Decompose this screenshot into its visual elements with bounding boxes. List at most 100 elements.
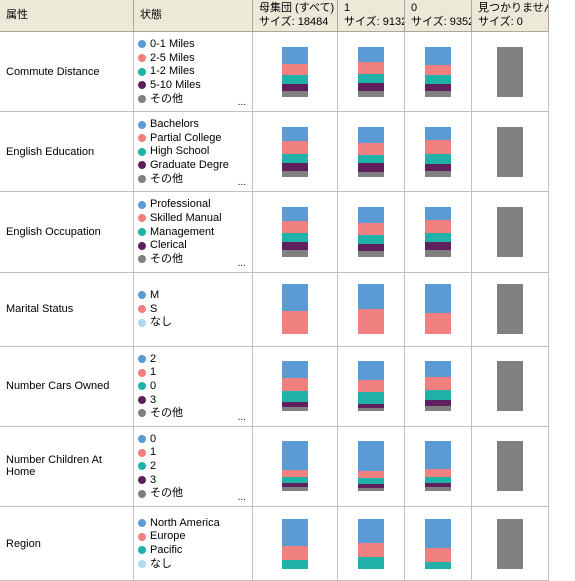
bar-segment xyxy=(358,519,384,543)
missing-cell[interactable] xyxy=(472,112,549,192)
ellipsis-icon[interactable]: ... xyxy=(238,258,246,269)
bar-segment xyxy=(282,519,308,546)
legend-dot xyxy=(138,355,146,363)
bar-segment xyxy=(282,407,308,411)
legend-label: Bachelors xyxy=(150,118,199,131)
chart-cell[interactable] xyxy=(338,112,405,192)
stacked-bar xyxy=(358,519,384,569)
legend-label: 2 xyxy=(150,460,156,473)
attribute-cell[interactable]: English Education xyxy=(0,112,134,192)
legend-item: Clerical xyxy=(138,239,248,252)
header-attribute[interactable]: 属性 xyxy=(0,0,134,32)
legend-cell[interactable]: 0123その他... xyxy=(134,427,253,507)
legend-label: Europe xyxy=(150,530,185,543)
legend-item: その他 xyxy=(138,253,248,266)
missing-bar xyxy=(497,361,523,411)
legend-cell[interactable]: 0-1 Miles2-5 Miles1-2 Miles5-10 Milesその他… xyxy=(134,32,253,112)
bar-segment xyxy=(425,250,451,257)
header-state[interactable]: 状態 xyxy=(134,0,253,32)
legend-label: その他 xyxy=(150,407,183,420)
missing-cell[interactable] xyxy=(472,32,549,112)
bar-segment xyxy=(425,441,451,469)
ellipsis-icon[interactable]: ... xyxy=(238,492,246,503)
chart-cell[interactable] xyxy=(338,427,405,507)
missing-cell[interactable] xyxy=(472,192,549,272)
bar-segment xyxy=(358,62,384,74)
legend-cell[interactable]: MSなし xyxy=(134,273,253,347)
chart-cell[interactable] xyxy=(405,273,472,347)
stacked-bar xyxy=(358,127,384,177)
header-group1[interactable]: 1サイズ: 9132 xyxy=(338,0,405,32)
chart-cell[interactable] xyxy=(405,32,472,112)
chart-cell[interactable] xyxy=(253,32,338,112)
chart-cell[interactable] xyxy=(338,273,405,347)
attribute-cell[interactable]: English Occupation xyxy=(0,192,134,272)
missing-cell[interactable] xyxy=(472,427,549,507)
bar-segment xyxy=(358,543,384,557)
bar-segment xyxy=(282,560,308,569)
chart-cell[interactable] xyxy=(253,273,338,347)
legend-label: なし xyxy=(150,558,172,571)
legend-label: S xyxy=(150,303,157,316)
legend-cell[interactable]: North AmericaEuropePacificなし xyxy=(134,507,253,581)
ellipsis-icon[interactable]: ... xyxy=(238,412,246,423)
bar-segment xyxy=(425,377,451,390)
legend-item: 5-10 Miles xyxy=(138,79,248,92)
legend-label: Skilled Manual xyxy=(150,212,222,225)
bar-segment xyxy=(425,469,451,477)
missing-bar xyxy=(497,127,523,177)
stacked-bar xyxy=(425,47,451,97)
missing-cell[interactable] xyxy=(472,273,549,347)
stacked-bar xyxy=(425,127,451,177)
header-population[interactable]: 母集団 (すべて)サイズ: 18484 xyxy=(253,0,338,32)
legend-item: その他 xyxy=(138,487,248,500)
attribute-cell[interactable]: Region xyxy=(0,507,134,581)
legend-dot xyxy=(138,409,146,417)
ellipsis-icon[interactable]: ... xyxy=(238,97,246,108)
chart-cell[interactable] xyxy=(405,192,472,272)
chart-cell[interactable] xyxy=(338,192,405,272)
attribute-cell[interactable]: Number Cars Owned xyxy=(0,347,134,427)
chart-cell[interactable] xyxy=(253,347,338,427)
chart-cell[interactable] xyxy=(405,347,472,427)
legend-cell[interactable]: ProfessionalSkilled ManualManagementCler… xyxy=(134,192,253,272)
missing-cell[interactable] xyxy=(472,507,549,581)
bar-segment xyxy=(425,284,451,313)
chart-cell[interactable] xyxy=(405,427,472,507)
attribute-cell[interactable]: Marital Status xyxy=(0,273,134,347)
chart-cell[interactable] xyxy=(405,112,472,192)
legend-item: Graduate Degre xyxy=(138,159,248,172)
attribute-cell[interactable]: Commute Distance xyxy=(0,32,134,112)
chart-cell[interactable] xyxy=(405,507,472,581)
legend-dot xyxy=(138,546,146,554)
ellipsis-icon[interactable]: ... xyxy=(238,177,246,188)
legend-label: M xyxy=(150,289,159,302)
attribute-cell[interactable]: Number Children At Home xyxy=(0,427,134,507)
legend-item: 3 xyxy=(138,394,248,407)
legend-item: なし xyxy=(138,316,248,329)
chart-cell[interactable] xyxy=(253,112,338,192)
attribute-label: Number Cars Owned xyxy=(6,380,109,392)
legend-item: その他 xyxy=(138,407,248,420)
legend-dot xyxy=(138,490,146,498)
chart-cell[interactable] xyxy=(253,507,338,581)
legend-label: 1 xyxy=(150,446,156,459)
legend-cell[interactable]: 2103その他... xyxy=(134,347,253,427)
chart-cell[interactable] xyxy=(253,427,338,507)
legend-label: High School xyxy=(150,145,209,158)
chart-cell[interactable] xyxy=(338,32,405,112)
bar-segment xyxy=(425,361,451,377)
missing-cell[interactable] xyxy=(472,347,549,427)
bar-segment xyxy=(358,361,384,380)
bar-segment xyxy=(358,223,384,235)
chart-cell[interactable] xyxy=(253,192,338,272)
legend-cell[interactable]: BachelorsPartial CollegeHigh SchoolGradu… xyxy=(134,112,253,192)
legend-item: 1 xyxy=(138,446,248,459)
chart-cell[interactable] xyxy=(338,507,405,581)
header-missing[interactable]: 見つかりませんサイズ: 0 xyxy=(472,0,549,32)
legend-label: Graduate Degre xyxy=(150,159,229,172)
bar-segment xyxy=(425,233,451,242)
header-group0[interactable]: 0サイズ: 9352 xyxy=(405,0,472,32)
legend-dot xyxy=(138,305,146,313)
chart-cell[interactable] xyxy=(338,347,405,427)
